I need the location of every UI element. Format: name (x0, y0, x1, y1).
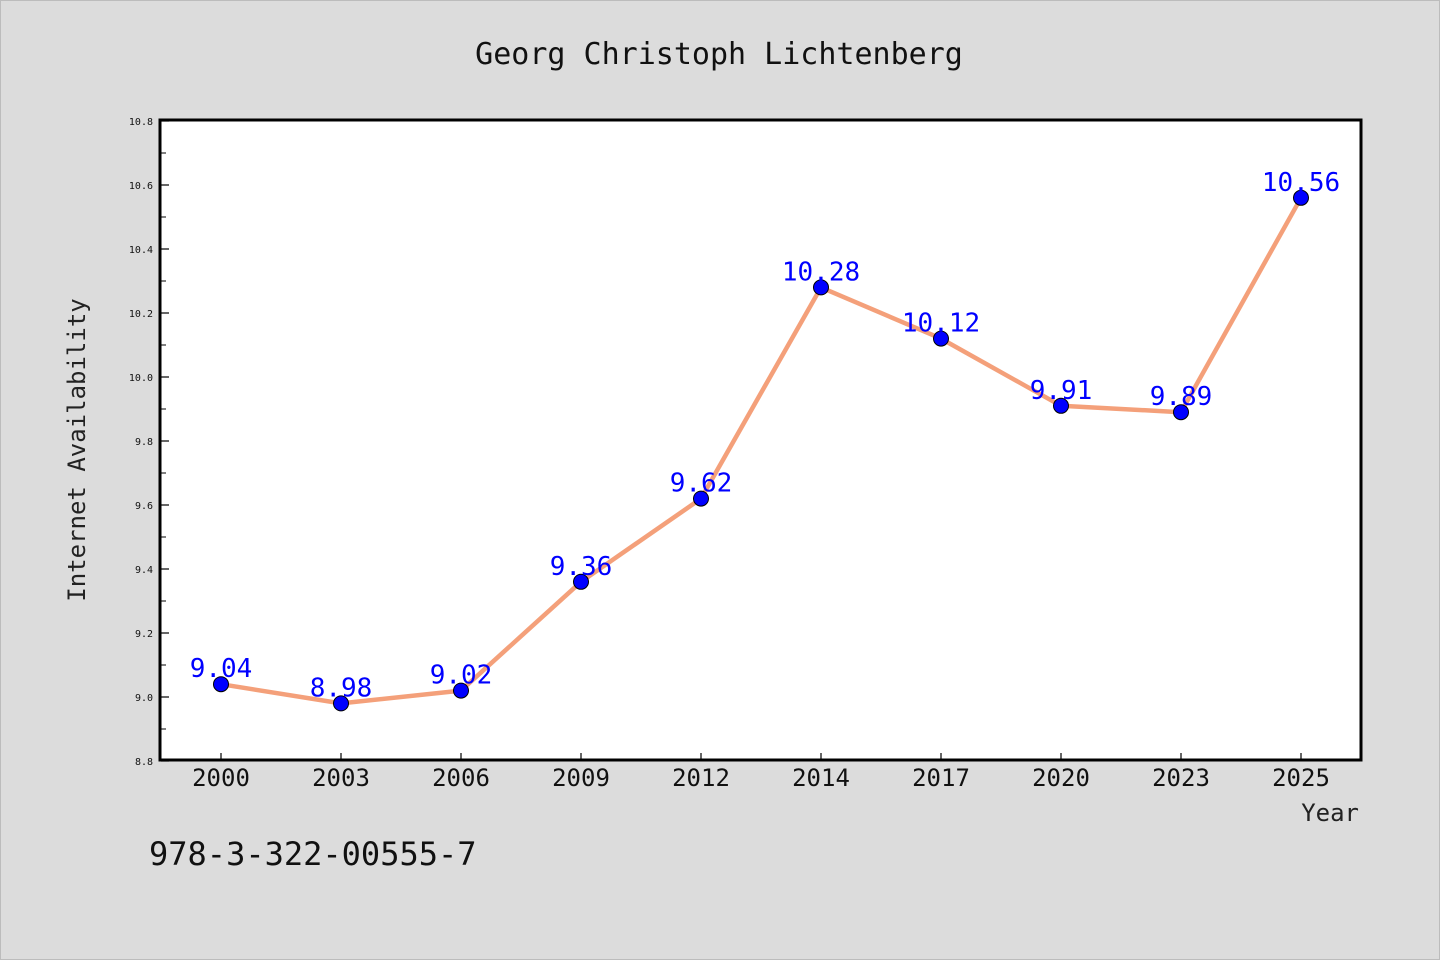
y-tick-label: 9.2 (135, 629, 153, 640)
y-tick-label: 10.2 (129, 309, 153, 320)
x-tick-label: 2014 (792, 764, 850, 792)
data-point-marker (1053, 397, 1069, 414)
series-layer (213, 189, 1309, 712)
y-axis: 8.8 9.0 9.2 9.4 9.6 9.8 10.0 10.2 10.4 10.6 10.8 (129, 117, 169, 768)
x-tick-label: 2023 (1152, 764, 1210, 792)
data-point-marker (933, 330, 949, 347)
isbn-caption: 978-3-322-00555-7 (149, 835, 477, 873)
data-label: 9.62 (670, 469, 733, 499)
y-tick-label: 9.4 (135, 565, 153, 576)
data-label: 9.91 (1030, 376, 1093, 406)
x-tick-label: 2025 (1272, 764, 1330, 792)
plot-area (158, 118, 1363, 762)
y-tick-label: 8.8 (135, 757, 153, 768)
x-tick-label: 2020 (1032, 764, 1090, 792)
x-axis: 2000 2003 2006 2009 2012 2014 2017 2020 2023 2025 (192, 753, 1330, 792)
y-tick-label: 9.6 (135, 501, 153, 512)
data-label: 9.89 (1150, 382, 1213, 412)
x-tick-label: 2003 (312, 764, 370, 792)
data-label: 9.04 (190, 654, 253, 684)
y-tick-label: 10.8 (129, 117, 153, 128)
data-label: 10.56 (1262, 168, 1340, 198)
data-point-marker (573, 573, 589, 590)
y-tick-label: 9.8 (135, 437, 153, 448)
x-tick-label: 2017 (912, 764, 970, 792)
data-point-marker (1293, 189, 1309, 206)
data-point-marker (453, 682, 469, 699)
data-point-marker (1173, 404, 1189, 421)
x-tick-label: 2000 (192, 764, 250, 792)
data-label: 9.36 (550, 552, 613, 582)
x-axis-label: Year (1301, 799, 1359, 827)
data-label: 8.98 (310, 673, 373, 703)
data-label: 10.28 (782, 257, 860, 287)
y-tick-label: 10.6 (129, 181, 153, 192)
data-label-layer: 9.04 8.98 9.02 9.36 9.62 10.28 10.12 9.91 9.89 10… (190, 168, 1340, 704)
y-axis-label: Internet Availability (63, 298, 91, 601)
y-tick-label: 9.0 (135, 693, 153, 704)
data-point-marker (213, 676, 229, 693)
x-tick-label: 2006 (432, 764, 490, 792)
y-tick-label: 10.4 (129, 245, 153, 256)
data-point-marker (333, 695, 349, 712)
series-line (218, 195, 1304, 706)
x-tick-label: 2009 (552, 764, 610, 792)
data-label: 10.12 (902, 309, 980, 339)
data-label: 9.02 (430, 661, 493, 691)
x-tick-label: 2012 (672, 764, 730, 792)
chart-title: Georg Christoph Lichtenberg (475, 37, 963, 72)
y-tick-label: 10.0 (129, 373, 153, 384)
data-point-marker (693, 490, 709, 507)
data-point-marker (813, 279, 829, 296)
